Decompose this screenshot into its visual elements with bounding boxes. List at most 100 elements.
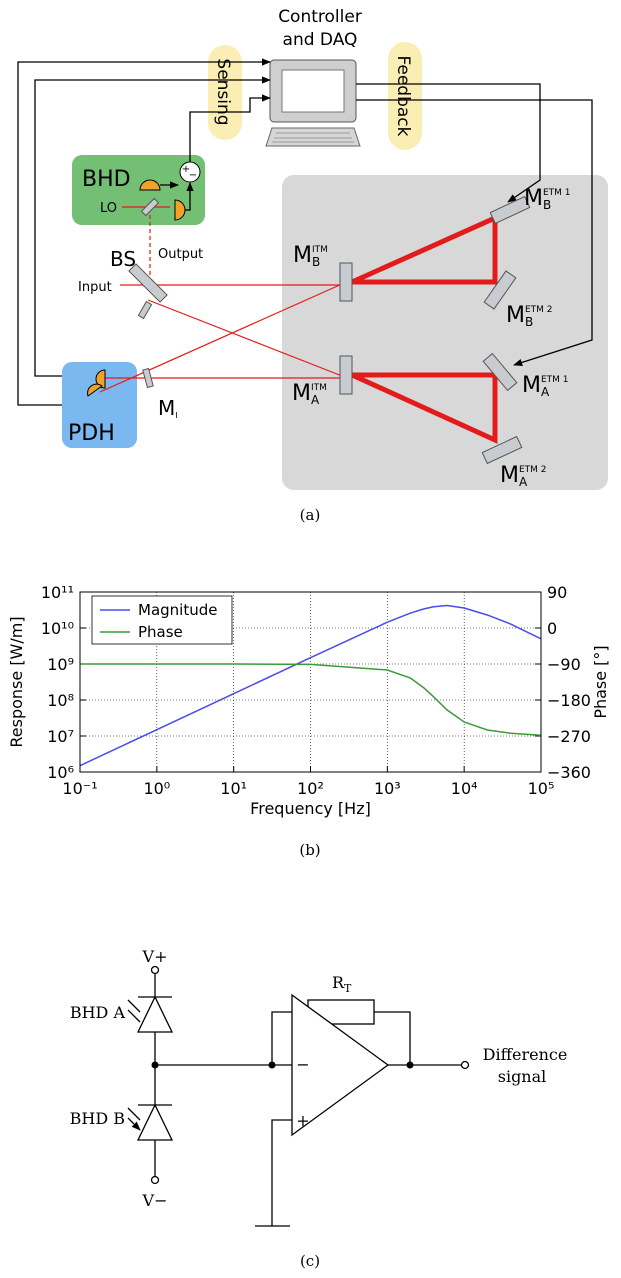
panel-c: V+ V− BHD A BHD B RT − + Difference sign… [70,947,568,1270]
bs [128,263,168,303]
mirror-main: M [293,243,312,268]
mirror-sup: ETM 1 [541,375,569,385]
wire [255,1119,292,1227]
terminal [460,1060,470,1070]
mirror-sup: ETM 1 [543,188,571,198]
y2-tick-label: 90 [547,583,567,602]
node [406,1061,414,1069]
mirror-main: M [292,381,311,406]
itm-a [339,355,353,395]
diode-a [136,995,174,1033]
light-arrows [127,999,140,1130]
panel-a: Controller and DAQ Sensing Feedback + − … [17,7,608,524]
y2-tick-label: −90 [547,655,581,674]
y-tick-label: 10⁶ [47,763,74,782]
mirror-i [142,367,154,389]
y2-tick-label: 0 [547,619,557,638]
bhd-bs [140,197,160,217]
mirror-sub: A [541,385,550,399]
cavity-b [350,214,498,285]
x-axis-label: Frequency [Hz] [250,799,371,818]
y-tick-label: 10⁹ [47,655,74,674]
x-tick-label: 10³ [374,779,401,798]
mirror-sub: B [312,255,320,269]
beam [147,299,343,377]
etm-b1 [489,195,531,225]
resistor-label: RT [332,973,352,995]
mirror-sup: ETM 2 [525,305,553,315]
wire [356,83,541,203]
controller-label: Controller [278,7,362,27]
legend-box [91,595,233,645]
input-label: Input [78,280,112,295]
y-tick-label: 10⁷ [47,727,74,746]
mirror-sub: B [543,198,551,212]
pdh-label: PDH [68,421,115,446]
mirror-label: MITM A [292,381,327,407]
feedback-label: Feedback [393,56,413,137]
opamp [291,993,390,1137]
wires [17,58,593,406]
summer [179,161,201,183]
mirror [137,300,153,320]
mirror-sub: I [175,411,177,420]
keyboard [265,127,361,147]
mirror-sup: ITM [312,245,328,255]
computer-icon [265,59,361,147]
node [268,1061,276,1069]
minus-label: − [296,1055,309,1074]
x-tick-label: 10² [297,779,324,798]
x-tick-label: 10¹ [220,779,247,798]
feedback-pill [388,42,422,150]
wire [184,182,194,211]
bs-label: BS [110,247,136,271]
beam [99,283,343,393]
cavity-box [282,175,608,490]
mirror-sub: B [525,315,533,329]
detectors [87,179,186,397]
vminus-label: V− [142,1191,168,1210]
bhd-label: BHD [82,167,131,192]
etm-b2 [483,270,517,310]
panel-b: (b) 10⁻¹ 10⁰ 10¹ 10² 10³ 10⁴ 10⁵ 10⁶ 10⁷ 10⁸ 10⁹ 10… [7,583,610,859]
y-tick-label: 10¹⁰ [41,619,74,638]
mirror-main: M [158,396,175,420]
mirror-main: M [524,186,543,211]
r-main: R [332,973,345,992]
y2-tick-label: −180 [547,691,591,710]
y2-tick-label: −360 [547,763,591,782]
output-label: Difference [483,1045,568,1064]
mirror-label: MI [158,396,178,420]
y-tick-label: 10¹¹ [41,583,74,602]
series-line [79,604,542,767]
keys [272,132,354,143]
circuit [127,965,470,1227]
wire [356,99,593,366]
bhd-b-label: BHD B [70,1109,125,1128]
detector [87,383,103,397]
detector [139,179,161,191]
detector [95,369,106,389]
y-tick-label: 10⁸ [47,691,74,710]
lo-label: LO [100,201,117,216]
bhd-box [72,155,205,225]
wire [189,94,271,162]
bhd-a-label: BHD A [70,1003,126,1022]
y2-tick-label: −270 [547,727,591,746]
cavities [350,214,498,444]
node [151,1061,159,1069]
plot-frame [79,591,542,773]
series-line [80,663,542,736]
mirror-main: M [500,463,519,488]
y2-axis-label: Phase [°] [591,645,610,718]
summer-sign: − [189,170,197,181]
sensing-pill [208,45,242,140]
etm-a1 [482,352,518,392]
mirror-sub: A [519,475,528,489]
detector [174,199,186,221]
